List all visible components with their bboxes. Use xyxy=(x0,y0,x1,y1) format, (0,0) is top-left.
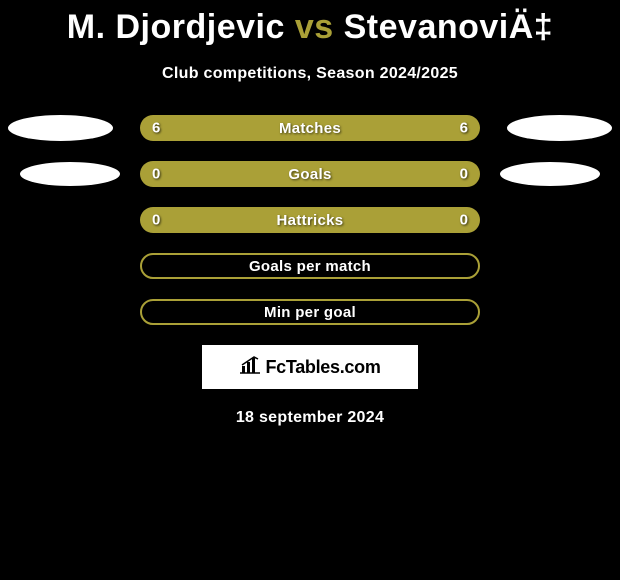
row-min-per-goal: Min per goal xyxy=(0,299,620,325)
stat-value-left: 6 xyxy=(152,120,160,137)
brand-prefix: Fc xyxy=(265,357,285,377)
ellipse-left-icon xyxy=(8,115,113,141)
stat-value-right: 6 xyxy=(460,120,468,137)
comparison-rows: Matches 6 6 Goals 0 0 Hattricks 0 0 Goal… xyxy=(0,115,620,325)
stat-value-left: 0 xyxy=(152,166,160,183)
stat-pill: Goals xyxy=(140,161,480,187)
stat-label: Min per goal xyxy=(264,304,356,321)
row-goals: Goals 0 0 xyxy=(0,161,620,187)
stat-label: Goals per match xyxy=(249,258,371,275)
stat-value-left: 0 xyxy=(152,212,160,229)
bar-chart-icon xyxy=(239,356,261,379)
player2-name: StevanoviÄ‡ xyxy=(344,8,554,46)
stat-label: Hattricks xyxy=(277,212,344,229)
stat-pill: Matches xyxy=(140,115,480,141)
stat-pill: Goals per match xyxy=(140,253,480,279)
page-title: M. Djordjevic vs StevanoviÄ‡ xyxy=(0,0,620,47)
ellipse-right-icon xyxy=(507,115,612,141)
vs-separator: vs xyxy=(295,8,334,46)
brand-text: FcTables.com xyxy=(265,357,380,378)
ellipse-right-icon xyxy=(500,162,600,186)
brand-badge: FcTables.com xyxy=(202,345,418,389)
row-goals-per-match: Goals per match xyxy=(0,253,620,279)
stat-value-right: 0 xyxy=(460,166,468,183)
stat-label: Goals xyxy=(288,166,331,183)
player1-name: M. Djordjevic xyxy=(67,8,285,46)
date-label: 18 september 2024 xyxy=(0,409,620,427)
stat-value-right: 0 xyxy=(460,212,468,229)
stat-pill: Min per goal xyxy=(140,299,480,325)
ellipse-left-icon xyxy=(20,162,120,186)
stat-pill: Hattricks xyxy=(140,207,480,233)
subtitle: Club competitions, Season 2024/2025 xyxy=(0,65,620,83)
row-hattricks: Hattricks 0 0 xyxy=(0,207,620,233)
brand-suffix: .com xyxy=(340,357,381,377)
stat-label: Matches xyxy=(279,120,341,137)
brand-bold: Tables xyxy=(286,357,340,377)
row-matches: Matches 6 6 xyxy=(0,115,620,141)
